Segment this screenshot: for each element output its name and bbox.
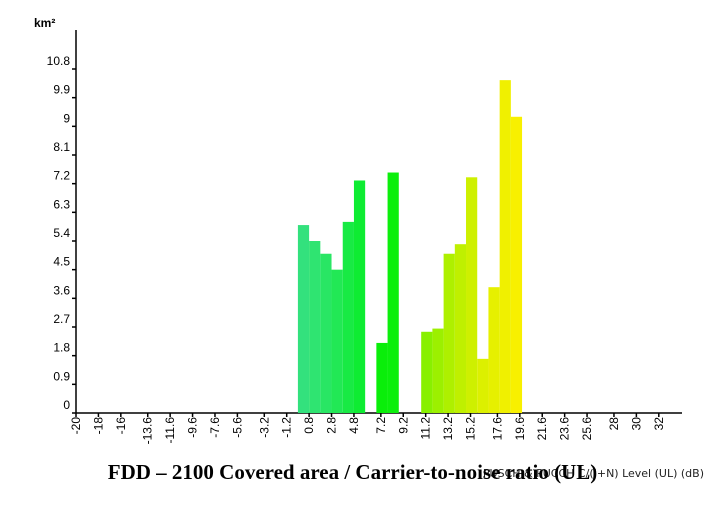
- bar-0: [297, 225, 310, 413]
- x-tick-label: 2.8: [325, 417, 339, 434]
- x-tick-label: 25.6: [580, 417, 594, 441]
- bar-13: [477, 358, 489, 413]
- x-tick-label: 4.8: [347, 417, 361, 434]
- x-tick-label: 17.6: [490, 417, 504, 441]
- y-tick-label: 9: [63, 111, 70, 125]
- y-tick-label: 6.3: [53, 197, 70, 211]
- x-tick-label: 19.6: [513, 417, 527, 441]
- bar-5: [353, 180, 366, 413]
- x-tick-label: -7.6: [208, 417, 222, 438]
- y-tick-label: 0: [63, 398, 70, 412]
- x-tick-label: -20: [69, 417, 83, 435]
- x-tick-label: -3.2: [257, 417, 271, 438]
- y-tick-label: 9.9: [53, 83, 70, 97]
- x-tick-label: 28: [607, 417, 621, 431]
- y-tick-label: 4.5: [53, 255, 70, 269]
- y-axis-unit: km²: [34, 16, 55, 30]
- y-tick-label: 8.1: [53, 140, 70, 154]
- bar-9: [432, 328, 444, 413]
- x-tick-label: 32: [652, 417, 666, 431]
- x-tick-label: 11.2: [419, 417, 433, 440]
- x-tick-label: 21.6: [535, 417, 549, 441]
- bar-7: [387, 172, 399, 413]
- y-tick-label: 10.8: [47, 54, 71, 68]
- bar-15: [499, 80, 511, 414]
- x-tick-label: 15.2: [464, 417, 478, 441]
- y-tick-label: 5.4: [53, 226, 70, 240]
- bar-6: [376, 342, 388, 413]
- bar-series: [297, 80, 523, 414]
- y-tick-label: 1.8: [53, 341, 70, 355]
- x-tick-label: 9.2: [396, 417, 410, 434]
- x-axis-label: PUSCH & PUCCH C/(I+N) Level (UL) (dB): [483, 467, 704, 480]
- bar-10: [443, 253, 455, 413]
- bar-11: [454, 244, 467, 413]
- y-tick-label: 2.7: [53, 312, 70, 326]
- bar-16: [510, 116, 523, 413]
- x-tick-label: -9.6: [186, 417, 200, 438]
- x-tick-label: -11.6: [163, 417, 177, 444]
- bar-12: [466, 177, 478, 413]
- x-tick-label: 23.6: [558, 417, 572, 441]
- y-tick-label: 7.2: [53, 169, 70, 183]
- x-tick-label: -16: [114, 417, 128, 435]
- bar-1: [309, 241, 321, 413]
- bar-8: [421, 331, 433, 413]
- chart-plot: 0 0.9 1.8 2.7 3.6 4.5 5.4 6.3 7.2 8.1 9 9.9 10.8 -20…: [34, 16, 704, 480]
- x-tick-label: 0.8: [302, 417, 316, 434]
- bar-2: [320, 253, 332, 413]
- x-tick-label: 30: [629, 417, 643, 431]
- x-tick-label: -1.2: [280, 417, 294, 438]
- x-tick-label: 7.2: [374, 417, 388, 434]
- y-tick-label: 0.9: [53, 369, 70, 383]
- x-tick-label: -5.6: [230, 417, 244, 438]
- bar-4: [342, 221, 354, 413]
- chart-title: FDD – 2100 Covered area / Carrier-to-noi…: [107, 460, 598, 484]
- x-tick-label: -13.6: [141, 417, 155, 445]
- x-tick-label: -18: [91, 417, 105, 435]
- y-axis: 0 0.9 1.8 2.7 3.6 4.5 5.4 6.3 7.2 8.1 9 9.9 10.8: [47, 30, 77, 414]
- x-tick-label: 13.2: [441, 417, 455, 441]
- y-tick-label: 3.6: [53, 283, 70, 297]
- bar-14: [488, 287, 500, 413]
- bar-3: [331, 269, 343, 413]
- x-axis: -20 -18 -16 -13.6 -11.6 -9.6 -7.6 -5.6 -3.2 -1.2 0…: [69, 412, 682, 445]
